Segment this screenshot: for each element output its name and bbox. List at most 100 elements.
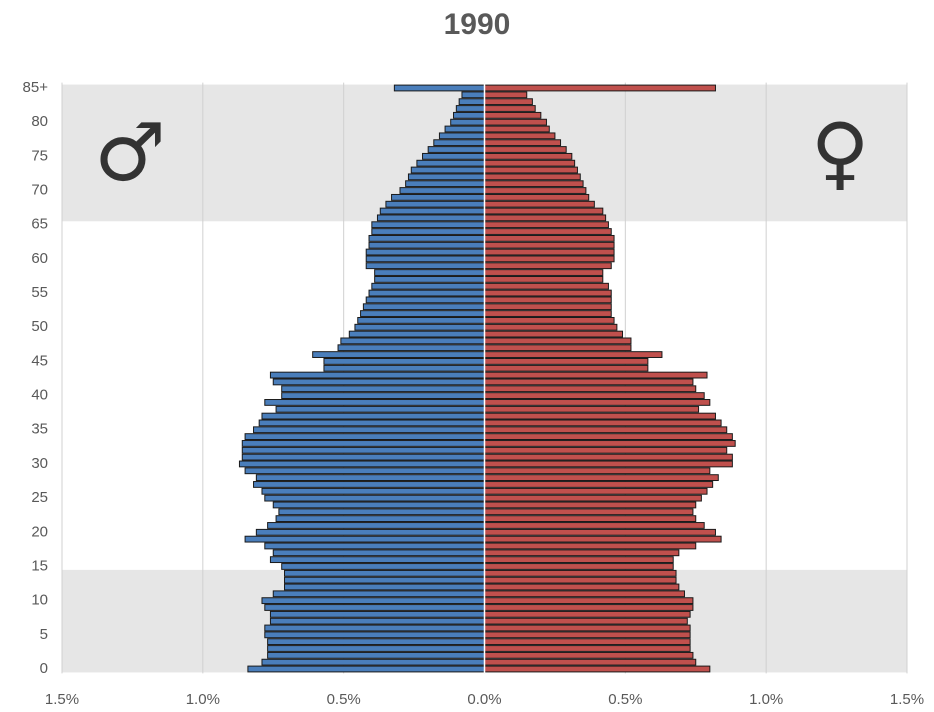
bar — [360, 310, 486, 317]
bar — [284, 583, 485, 591]
bar — [484, 98, 533, 106]
y-tick-label: 55 — [31, 284, 48, 301]
bar — [484, 214, 607, 222]
y-tick-label: 30 — [31, 455, 48, 472]
y-tick-label: 20 — [31, 523, 48, 540]
bar — [264, 494, 485, 502]
bar — [484, 501, 697, 509]
y-tick-label: 15 — [31, 557, 48, 574]
bar — [393, 84, 485, 92]
bar — [484, 152, 573, 160]
bar — [484, 508, 694, 516]
bar — [484, 255, 615, 263]
bar — [284, 569, 485, 577]
bar — [484, 289, 612, 297]
bar — [258, 419, 485, 427]
bar — [484, 84, 716, 92]
bar — [484, 105, 536, 112]
bar — [484, 665, 711, 673]
bar — [255, 528, 485, 536]
bar — [410, 166, 485, 174]
bar — [484, 556, 674, 564]
bar — [484, 364, 649, 372]
bar — [484, 166, 578, 174]
bar — [374, 275, 485, 283]
bar — [484, 193, 590, 201]
bar — [484, 330, 624, 338]
bar — [255, 474, 485, 482]
bar — [272, 501, 485, 509]
bar — [365, 262, 486, 270]
bar — [284, 576, 485, 584]
bar — [323, 364, 486, 372]
bar — [269, 556, 485, 564]
bar — [484, 638, 691, 646]
x-tick-label: 0.0% — [467, 691, 501, 708]
bar — [484, 610, 691, 618]
bar — [484, 337, 632, 345]
bar — [337, 344, 485, 352]
bar — [484, 159, 576, 167]
bar — [484, 590, 685, 598]
y-tick-label: 10 — [31, 592, 48, 609]
y-tick-label: 35 — [31, 421, 48, 438]
bar — [267, 638, 485, 646]
bar — [267, 522, 485, 529]
bar — [261, 658, 485, 666]
bar — [484, 200, 595, 208]
y-tick-label: 60 — [31, 250, 48, 267]
bar — [484, 481, 714, 488]
y-tick-label: 75 — [31, 147, 48, 164]
bar — [376, 214, 486, 222]
bar — [272, 590, 485, 598]
bar — [484, 576, 677, 584]
bar — [484, 323, 618, 331]
bar — [264, 604, 485, 611]
bar — [458, 98, 485, 106]
bar — [405, 180, 485, 188]
bar — [484, 132, 556, 140]
bar — [484, 433, 733, 441]
bar — [484, 241, 615, 249]
bar — [264, 542, 485, 550]
bar — [453, 111, 485, 119]
bar — [484, 487, 708, 495]
bar — [444, 125, 486, 133]
bar — [484, 351, 663, 358]
bar — [484, 125, 550, 133]
bar — [484, 248, 615, 256]
bar — [385, 200, 485, 208]
bar — [371, 282, 486, 290]
bar — [368, 289, 485, 297]
bar — [365, 248, 486, 256]
bar — [484, 426, 728, 434]
bar — [365, 296, 486, 304]
bar — [312, 351, 485, 358]
bar — [272, 378, 485, 386]
y-tick-label: 80 — [31, 113, 48, 130]
bar — [340, 337, 485, 345]
legend-symbol: ♂ — [94, 106, 166, 199]
bar — [253, 426, 485, 434]
bar — [484, 234, 615, 242]
bar — [484, 392, 705, 399]
bar — [362, 303, 485, 311]
y-tick-label: 70 — [31, 181, 48, 198]
bar — [484, 207, 604, 215]
bar — [484, 187, 587, 194]
bar — [484, 651, 694, 659]
bar — [484, 446, 728, 454]
y-tick-label: 85+ — [23, 79, 49, 96]
bar — [264, 399, 485, 406]
bar — [244, 467, 485, 475]
bar — [374, 269, 485, 276]
bar — [484, 118, 547, 126]
bar — [484, 296, 612, 304]
legend-symbol: ♀ — [811, 106, 870, 199]
bar — [357, 316, 485, 324]
bar — [241, 453, 485, 461]
bar — [484, 146, 567, 153]
y-tick-label: 25 — [31, 489, 48, 506]
bar — [484, 528, 716, 536]
bar — [261, 412, 485, 420]
